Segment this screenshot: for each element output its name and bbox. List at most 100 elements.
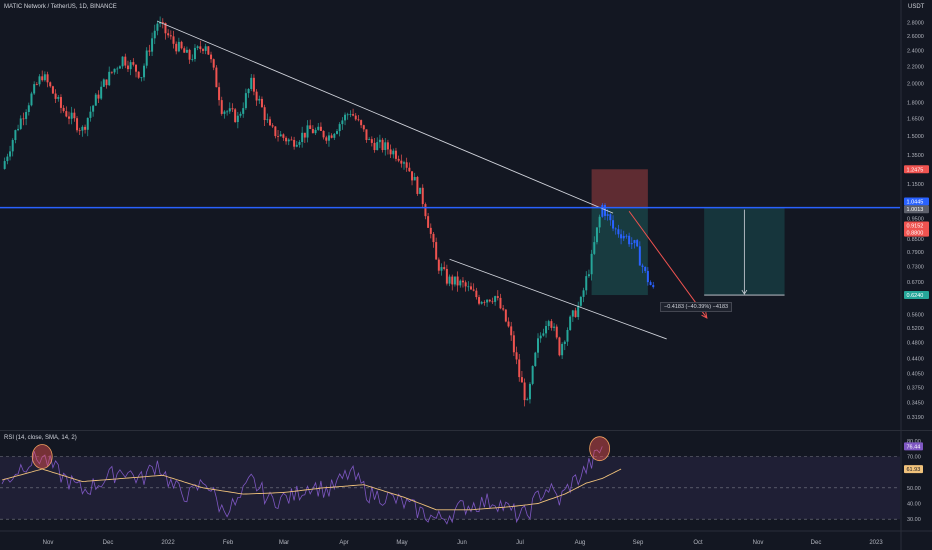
candle-body bbox=[510, 326, 513, 336]
time-tick-label: Nov bbox=[43, 540, 54, 546]
candle-body bbox=[172, 36, 175, 44]
candle-body bbox=[405, 162, 408, 168]
candle-body bbox=[456, 276, 459, 286]
candle bbox=[526, 397, 529, 401]
candle bbox=[620, 229, 623, 245]
candle-body bbox=[593, 242, 596, 254]
candle-body bbox=[105, 79, 108, 86]
candle-body bbox=[242, 108, 245, 114]
candle bbox=[81, 125, 84, 137]
candle bbox=[566, 327, 569, 346]
candle bbox=[437, 257, 440, 274]
candle bbox=[226, 109, 229, 116]
candle-body bbox=[349, 114, 352, 115]
candle bbox=[19, 115, 22, 131]
candle-body bbox=[327, 135, 330, 141]
candle-body bbox=[212, 59, 215, 68]
chart-title: MATIC Network / TetherUS, 1D, BINANCE bbox=[4, 4, 117, 10]
candle bbox=[542, 328, 545, 337]
candle-body bbox=[528, 383, 531, 400]
candle bbox=[102, 78, 105, 87]
candle-body bbox=[191, 59, 194, 60]
candle-body bbox=[164, 23, 167, 34]
candle bbox=[244, 88, 247, 110]
candle-body bbox=[424, 204, 427, 217]
candle bbox=[604, 203, 606, 221]
candle-body bbox=[451, 276, 454, 285]
candle-body bbox=[236, 115, 239, 123]
candle-body bbox=[319, 126, 322, 131]
candle-body bbox=[317, 126, 320, 130]
candle bbox=[279, 130, 282, 137]
price-marker-value: 0.9152 bbox=[907, 224, 924, 230]
candle bbox=[459, 279, 462, 288]
candle-body bbox=[448, 276, 451, 284]
candle-body bbox=[445, 268, 448, 284]
price-tick-label: 2.6000 bbox=[907, 34, 924, 40]
candle bbox=[531, 365, 534, 386]
candle bbox=[108, 66, 111, 87]
candle-body bbox=[279, 134, 282, 137]
candle-body bbox=[62, 107, 65, 112]
candle-body bbox=[274, 126, 277, 137]
candle bbox=[41, 70, 44, 82]
rsi-indicator-title[interactable]: RSI (14, close, SMA, 14, 2) bbox=[4, 435, 77, 441]
time-tick-label: Dec bbox=[811, 540, 822, 546]
candle bbox=[285, 136, 288, 145]
candle-body bbox=[228, 108, 231, 112]
candle bbox=[346, 112, 349, 120]
candle-body bbox=[352, 114, 355, 116]
candle bbox=[376, 137, 379, 151]
candle-body bbox=[652, 285, 655, 288]
candle bbox=[210, 51, 213, 63]
candle-body bbox=[277, 136, 280, 137]
price-marker-background bbox=[904, 291, 929, 300]
price-marker-background bbox=[904, 197, 929, 206]
candle bbox=[397, 155, 400, 163]
candle-body bbox=[464, 282, 467, 287]
candle bbox=[609, 213, 612, 226]
candle bbox=[11, 138, 14, 157]
candle bbox=[545, 320, 548, 338]
candle-body bbox=[19, 118, 22, 129]
candle-body bbox=[360, 120, 363, 126]
candle bbox=[223, 110, 226, 119]
candle bbox=[467, 281, 470, 292]
candle-body bbox=[269, 119, 271, 126]
candle-body bbox=[644, 266, 647, 271]
time-tick-label: 2023 bbox=[869, 540, 883, 546]
candle bbox=[392, 148, 395, 159]
rsi-ma-line bbox=[1, 468, 622, 511]
candle bbox=[193, 44, 196, 62]
candle-body bbox=[81, 126, 84, 131]
candle-body bbox=[357, 119, 360, 121]
price-tick-label: 0.3190 bbox=[907, 415, 924, 421]
candle-body bbox=[397, 158, 400, 161]
candle-body bbox=[523, 382, 526, 401]
price-tick-label: 1.1500 bbox=[907, 182, 924, 188]
candle bbox=[443, 261, 446, 271]
candle-body bbox=[491, 301, 494, 303]
candle bbox=[571, 309, 574, 322]
candle-body bbox=[263, 107, 266, 121]
rsi-overbought-highlight bbox=[31, 444, 53, 469]
candle-body bbox=[57, 97, 60, 99]
candle-body bbox=[411, 171, 414, 181]
candle bbox=[92, 104, 95, 117]
candle-body bbox=[43, 74, 46, 81]
candle bbox=[303, 132, 306, 143]
candle-body bbox=[614, 228, 617, 230]
candle bbox=[290, 136, 293, 141]
candle bbox=[373, 137, 376, 153]
price-marker-background bbox=[904, 221, 929, 230]
time-tick-label: Aug bbox=[575, 540, 586, 546]
candle-body bbox=[630, 243, 633, 245]
candle-body bbox=[239, 113, 242, 116]
candle bbox=[646, 267, 649, 286]
price-tick-label: 0.3750 bbox=[907, 385, 924, 391]
candle bbox=[177, 37, 180, 53]
candle-body bbox=[362, 125, 365, 130]
candle bbox=[148, 44, 151, 56]
price-tick-label: 0.8500 bbox=[907, 237, 924, 243]
candle-body bbox=[520, 377, 523, 383]
